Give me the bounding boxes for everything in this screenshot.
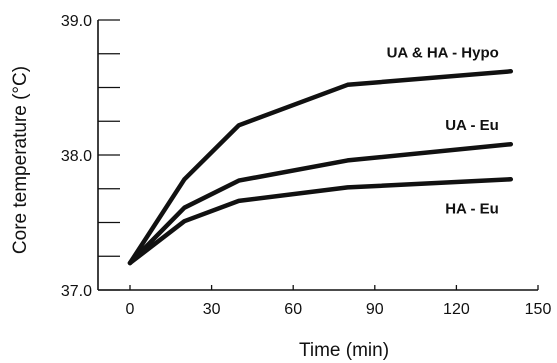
y-tick-label: 39.0 (61, 13, 92, 30)
x-tick-label: 150 (525, 301, 552, 318)
x-ticks: 0 30 60 90 120 150 (126, 285, 552, 318)
series-line (127, 141, 514, 266)
series-label: UA & HA - Hypo (387, 44, 499, 61)
series-line (127, 69, 514, 266)
y-tick-label: 38.0 (61, 148, 92, 165)
series-label: HA - Eu (445, 200, 499, 217)
series-labels: UA & HA - Hypo UA - Eu HA - Eu (387, 44, 499, 217)
x-axis-title: Time (min) (299, 340, 389, 361)
y-axis-title: Core temperature (°C) (10, 66, 31, 254)
x-tick-label: 90 (366, 301, 384, 318)
x-tick-label: 30 (203, 301, 221, 318)
x-tick-label: 0 (126, 301, 135, 318)
series-line (127, 177, 514, 266)
x-tick-label: 60 (284, 301, 302, 318)
y-tick-label: 37.0 (61, 283, 92, 300)
series-group (127, 69, 514, 266)
y-ticks: 37.0 38.0 39.0 (61, 13, 120, 300)
x-tick-label: 120 (443, 301, 470, 318)
series-label: UA - Eu (445, 117, 499, 134)
